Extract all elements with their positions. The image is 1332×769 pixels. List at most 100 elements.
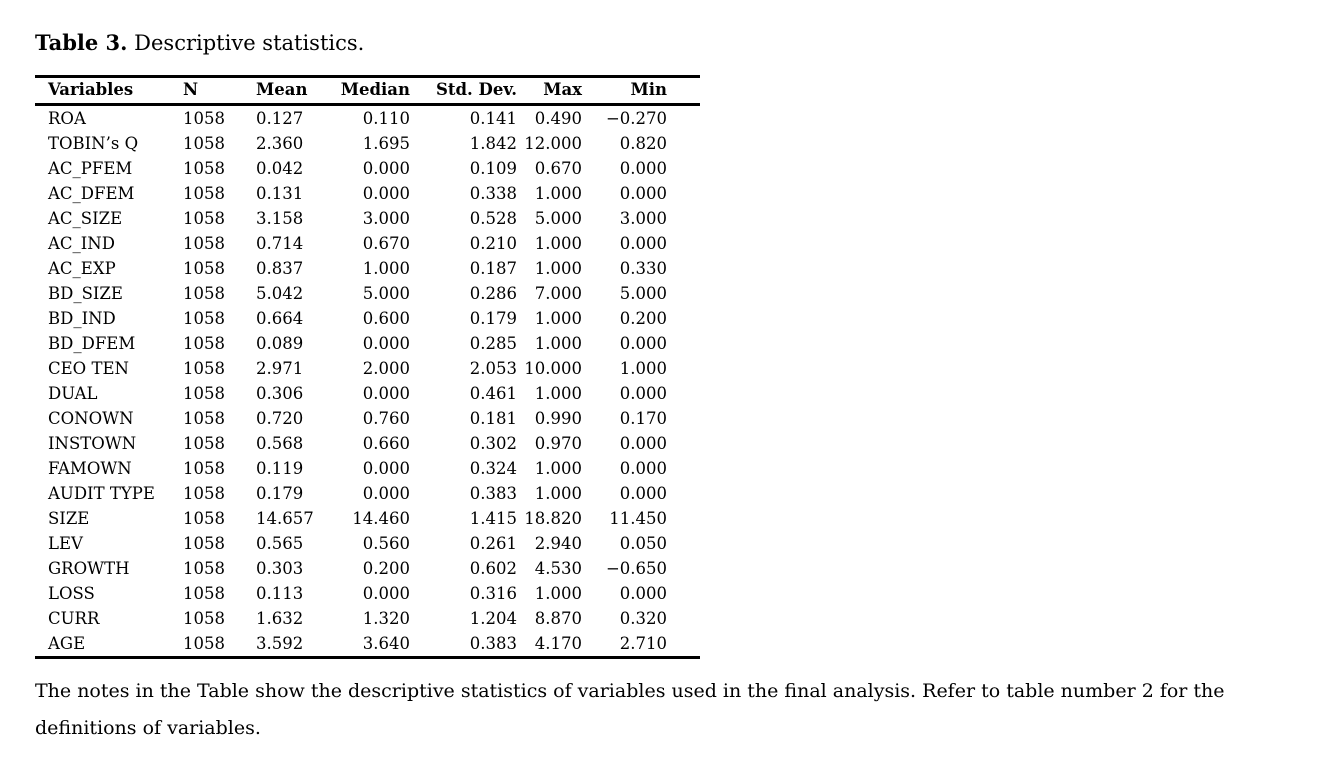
cell: 5.000 xyxy=(362,284,410,303)
table-row: BD_DFEM 1058 0.089 0.000 0.285 1.000 0.000 xyxy=(35,331,700,356)
table-row: SIZE 1058 14.657 14.460 1.415 18.820 11.450 xyxy=(35,506,700,531)
cell: 1058 xyxy=(183,284,225,303)
cell: CEO TEN xyxy=(48,359,129,378)
cell: 0.820 xyxy=(619,134,667,153)
cell: 1058 xyxy=(183,334,225,353)
cell: 1058 xyxy=(183,259,225,278)
cell: 1.000 xyxy=(534,309,582,328)
cell: 0.320 xyxy=(619,609,667,628)
cell: LOSS xyxy=(48,584,95,603)
cell: 0.089 xyxy=(256,334,304,353)
column-header-variables: Variables xyxy=(48,80,134,99)
table-row: AC_SIZE 1058 3.158 3.000 0.528 5.000 3.000 xyxy=(35,206,700,231)
table-title: Table 3. Descriptive statistics. xyxy=(35,30,1304,56)
cell: BD_IND xyxy=(48,309,116,328)
cell: 0.200 xyxy=(362,559,410,578)
cell: 3.158 xyxy=(256,209,304,228)
cell: 1.000 xyxy=(534,184,582,203)
cell: 0.181 xyxy=(469,409,517,428)
cell: 3.592 xyxy=(256,634,304,653)
cell: 1058 xyxy=(183,309,225,328)
cell: 1.415 xyxy=(469,509,517,528)
cell: 0.000 xyxy=(362,334,410,353)
cell: 0.602 xyxy=(469,559,517,578)
cell: 0.565 xyxy=(256,534,304,553)
cell: 1.320 xyxy=(362,609,410,628)
cell: BD_SIZE xyxy=(48,284,123,303)
cell: 0.179 xyxy=(256,484,304,503)
table-header-row: Variables N Mean Median Std. Dev. Max Mi… xyxy=(35,77,700,105)
cell: 0.660 xyxy=(362,434,410,453)
table-row: CURR 1058 1.632 1.320 1.204 8.870 0.320 xyxy=(35,606,700,631)
cell: AC_EXP xyxy=(48,259,116,278)
cell: 1058 xyxy=(183,584,225,603)
cell: 0.528 xyxy=(469,209,517,228)
cell: 1058 xyxy=(183,134,225,153)
cell: 0.670 xyxy=(534,159,582,178)
column-header-std-dev: Std. Dev. xyxy=(435,80,517,99)
descriptive-statistics-table: Variables N Mean Median Std. Dev. Max Mi… xyxy=(35,75,700,659)
cell: −0.270 xyxy=(605,109,667,128)
cell: 0.383 xyxy=(469,484,517,503)
cell: AC_IND xyxy=(48,234,115,253)
cell: 2.360 xyxy=(256,134,304,153)
cell: 0.383 xyxy=(469,634,517,653)
cell: 0.000 xyxy=(362,484,410,503)
cell: 0.303 xyxy=(256,559,304,578)
cell: 0.990 xyxy=(534,409,582,428)
cell: 0.670 xyxy=(362,234,410,253)
cell: 1.000 xyxy=(534,459,582,478)
cell: 0.760 xyxy=(362,409,410,428)
cell: 0.170 xyxy=(619,409,667,428)
cell: 1058 xyxy=(183,634,225,653)
cell: 1058 xyxy=(183,609,225,628)
table-row: BD_IND 1058 0.664 0.600 0.179 1.000 0.200 xyxy=(35,306,700,331)
cell: 0.970 xyxy=(534,434,582,453)
cell: 0.000 xyxy=(362,159,410,178)
cell: LEV xyxy=(48,534,83,553)
cell: 2.971 xyxy=(256,359,304,378)
table-row: FAMOWN 1058 0.119 0.000 0.324 1.000 0.000 xyxy=(35,456,700,481)
column-header-mean: Mean xyxy=(256,80,308,99)
cell: AGE xyxy=(48,634,86,653)
table-row: TOBIN’s Q 1058 2.360 1.695 1.842 12.000 0.820 xyxy=(35,131,700,156)
cell: AC_PFEM xyxy=(48,159,133,178)
cell: 0.179 xyxy=(469,309,517,328)
table-row: GROWTH 1058 0.303 0.200 0.602 4.530 −0.650 xyxy=(35,556,700,581)
cell: 2.710 xyxy=(619,634,667,653)
cell: 0.131 xyxy=(256,184,304,203)
cell: 7.000 xyxy=(534,284,582,303)
cell: CURR xyxy=(48,609,100,628)
cell: 0.000 xyxy=(619,434,667,453)
cell: 2.053 xyxy=(469,359,517,378)
cell: 0.000 xyxy=(362,459,410,478)
cell: 0.000 xyxy=(619,459,667,478)
column-header-median: Median xyxy=(340,80,410,99)
cell: 5.042 xyxy=(256,284,304,303)
cell: 1058 xyxy=(183,109,225,128)
cell: 2.000 xyxy=(362,359,410,378)
cell: BD_DFEM xyxy=(48,334,136,353)
cell: 1.000 xyxy=(534,384,582,403)
cell: 1058 xyxy=(183,209,225,228)
cell: 1.000 xyxy=(534,484,582,503)
column-header-max: Max xyxy=(543,80,582,99)
cell: 0.127 xyxy=(256,109,304,128)
cell: 0.109 xyxy=(469,159,517,178)
cell: 4.530 xyxy=(534,559,582,578)
cell: 3.640 xyxy=(362,634,410,653)
cell: −0.650 xyxy=(605,559,667,578)
cell: 2.940 xyxy=(534,534,582,553)
cell: 1058 xyxy=(183,434,225,453)
table-notes: The notes in the Table show the descript… xyxy=(35,680,1225,739)
cell: 10.000 xyxy=(524,359,582,378)
cell: 1.000 xyxy=(534,584,582,603)
cell: 1.000 xyxy=(362,259,410,278)
cell: 1.000 xyxy=(534,334,582,353)
cell: 0.110 xyxy=(362,109,410,128)
column-header-n: N xyxy=(183,80,199,99)
table-row: AGE 1058 3.592 3.640 0.383 4.170 2.710 xyxy=(35,631,700,658)
cell: 3.000 xyxy=(362,209,410,228)
cell: 1058 xyxy=(183,409,225,428)
cell: 0.286 xyxy=(469,284,517,303)
